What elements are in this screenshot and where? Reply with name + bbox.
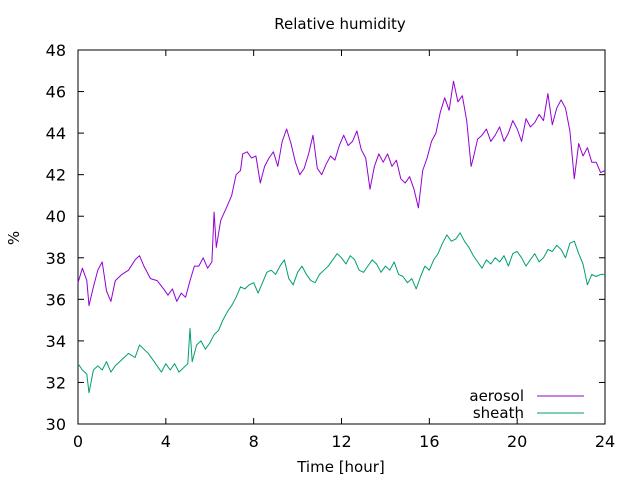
y-tick-label: 30 (46, 415, 66, 434)
legend-label-aerosol: aerosol (469, 387, 524, 405)
x-tick-label: 12 (331, 432, 351, 451)
y-tick-label: 34 (46, 332, 66, 351)
series-line-aerosol (77, 80, 606, 307)
plot-border (77, 49, 606, 425)
y-tick-label: 44 (46, 124, 66, 143)
legend-label-sheath: sheath (473, 404, 524, 422)
y-tick-label: 42 (46, 166, 66, 185)
plot-area (77, 49, 606, 425)
y-tick-label: 38 (46, 249, 66, 268)
x-axis: 0 4 8 12 16 20 24 (73, 50, 615, 451)
y-tick-label: 36 (46, 290, 66, 309)
y-tick-label: 48 (46, 41, 66, 60)
y-axis-label: % (5, 231, 23, 245)
x-tick-label: 8 (249, 432, 259, 451)
y-axis: 30 32 34 36 38 40 42 44 46 48 (46, 41, 605, 434)
x-tick-label: 24 (595, 432, 615, 451)
series-line-sheath (77, 232, 605, 394)
y-tick-label: 46 (46, 83, 66, 102)
series-layer (77, 80, 606, 394)
x-tick-label: 20 (507, 432, 527, 451)
x-axis-label: Time [hour] (296, 458, 385, 476)
x-tick-label: 4 (161, 432, 171, 451)
y-tick-label: 32 (46, 373, 66, 392)
chart-title: Relative humidity (274, 15, 406, 33)
x-tick-label: 16 (419, 432, 439, 451)
y-tick-label: 40 (46, 207, 66, 226)
x-tick-label: 0 (73, 432, 83, 451)
